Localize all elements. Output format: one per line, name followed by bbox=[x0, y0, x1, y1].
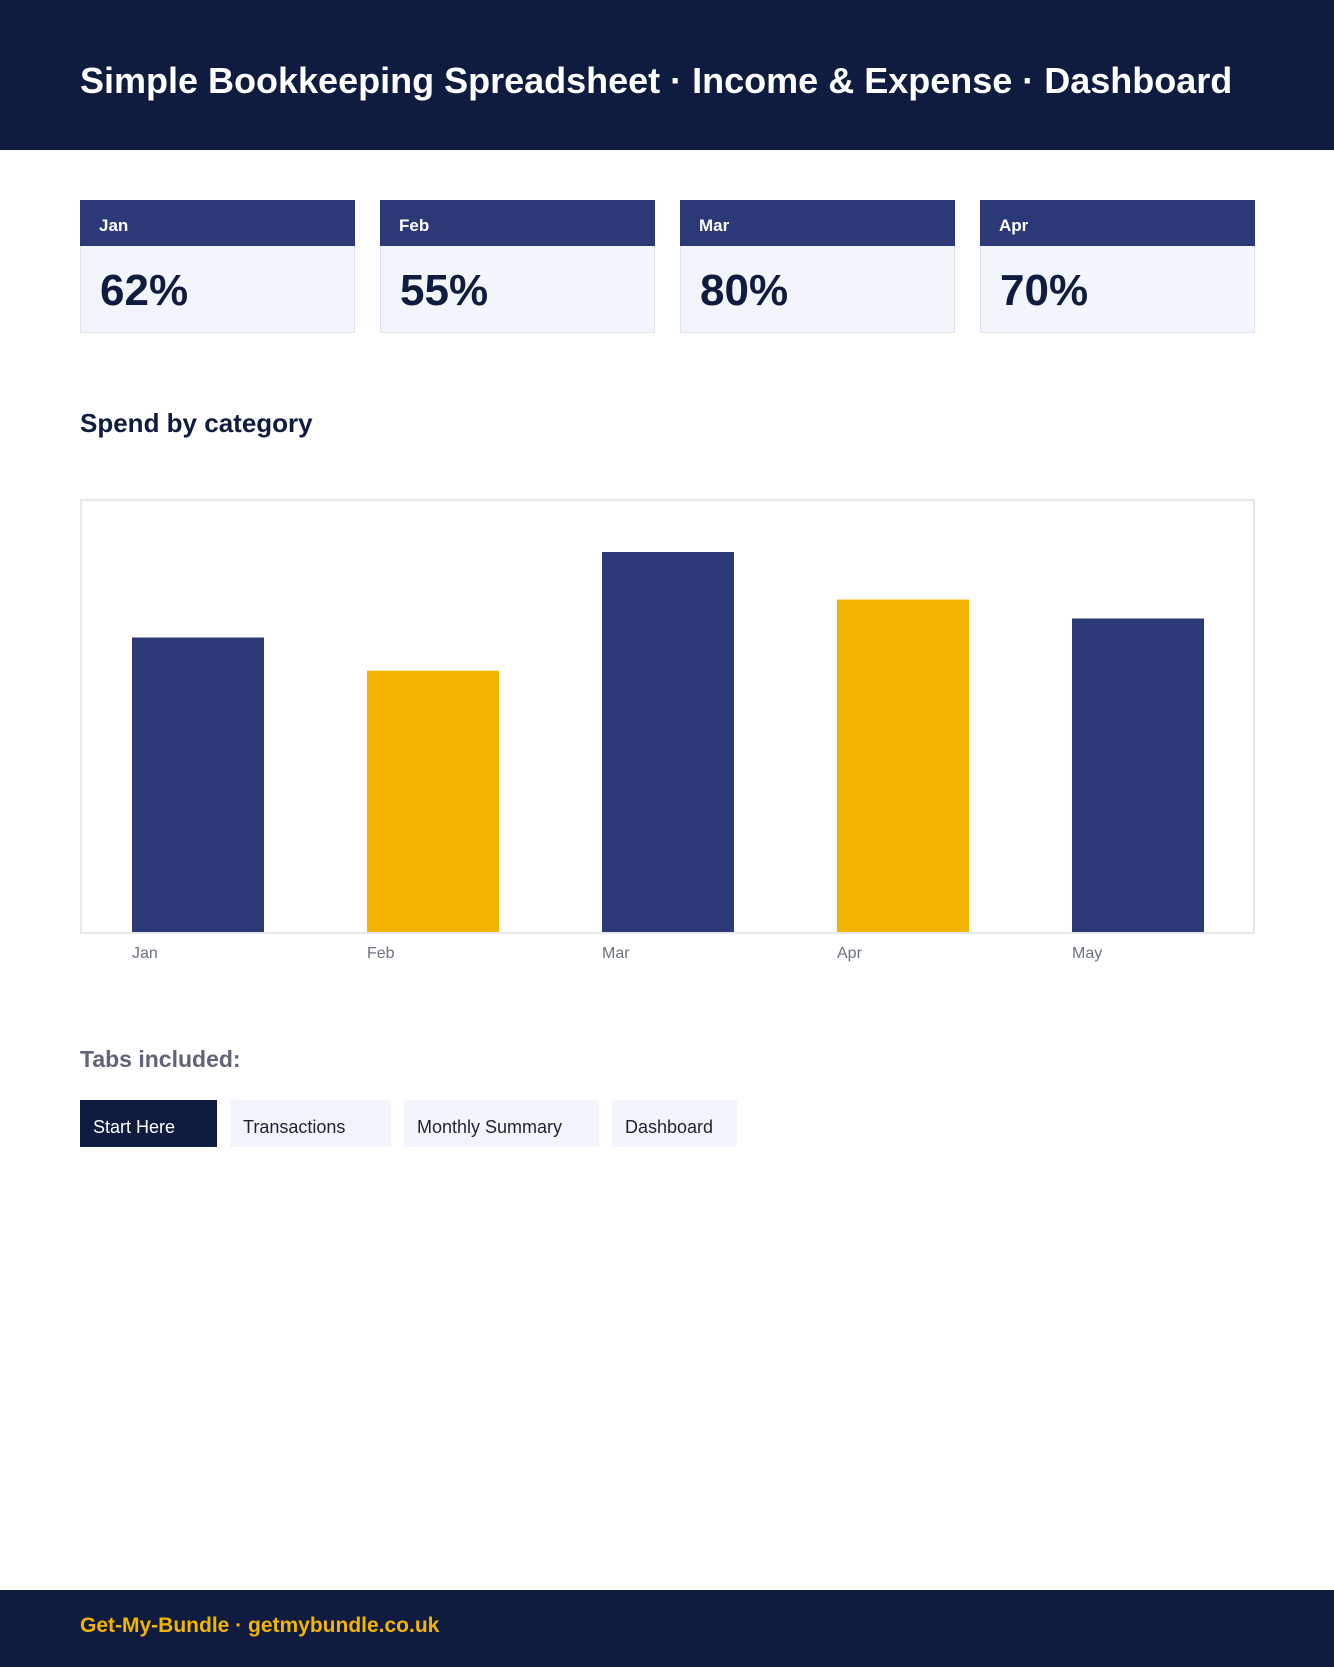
bar-feb bbox=[367, 670, 499, 932]
bar-may bbox=[1072, 618, 1204, 932]
card-label: Apr bbox=[980, 200, 1255, 246]
chart-x-axis: Jan Feb Mar Apr May bbox=[80, 945, 1255, 969]
section-title: Spend by category bbox=[80, 408, 313, 438]
card-apr: Apr 70% bbox=[980, 200, 1255, 333]
tabs-title: Tabs included: bbox=[80, 1046, 241, 1072]
chart-plot bbox=[132, 552, 1204, 932]
bar-jan bbox=[132, 637, 264, 932]
card-mar: Mar 80% bbox=[680, 200, 955, 333]
page-title: Simple Bookkeeping Spreadsheet · Income … bbox=[80, 60, 1233, 101]
card-label: Feb bbox=[380, 200, 655, 246]
card-value: 62% bbox=[100, 266, 189, 315]
card-value: 70% bbox=[1000, 266, 1089, 315]
tab-dashboard[interactable]: Dashboard bbox=[612, 1100, 737, 1147]
footer-text: Get-My-Bundle · getmybundle.co.uk bbox=[80, 1614, 440, 1637]
card-value: 55% bbox=[400, 266, 489, 315]
x-tick-label: Jan bbox=[132, 945, 158, 962]
bar-chart bbox=[80, 499, 1255, 934]
card-label: Mar bbox=[680, 200, 955, 246]
x-tick-label: Mar bbox=[602, 945, 630, 962]
card-feb: Feb 55% bbox=[380, 200, 655, 333]
x-tick-label: Feb bbox=[367, 945, 395, 962]
page-header: Simple Bookkeeping Spreadsheet · Income … bbox=[0, 0, 1334, 150]
tab-transactions[interactable]: Transactions bbox=[230, 1100, 391, 1147]
bar-apr bbox=[837, 599, 969, 932]
card-label: Jan bbox=[80, 200, 355, 246]
card-value: 80% bbox=[700, 266, 789, 315]
tab-start-here[interactable]: Start Here bbox=[80, 1100, 217, 1147]
page-footer: Get-My-Bundle · getmybundle.co.uk bbox=[0, 1590, 1334, 1667]
x-tick-label: May bbox=[1072, 945, 1103, 962]
bar-mar bbox=[602, 552, 734, 932]
x-tick-label: Apr bbox=[837, 945, 862, 962]
card-jan: Jan 62% bbox=[80, 200, 355, 333]
tab-monthly-summary[interactable]: Monthly Summary bbox=[404, 1100, 599, 1147]
month-cards: Jan 62% Feb 55% Mar 80% Apr 70% bbox=[80, 200, 1255, 334]
